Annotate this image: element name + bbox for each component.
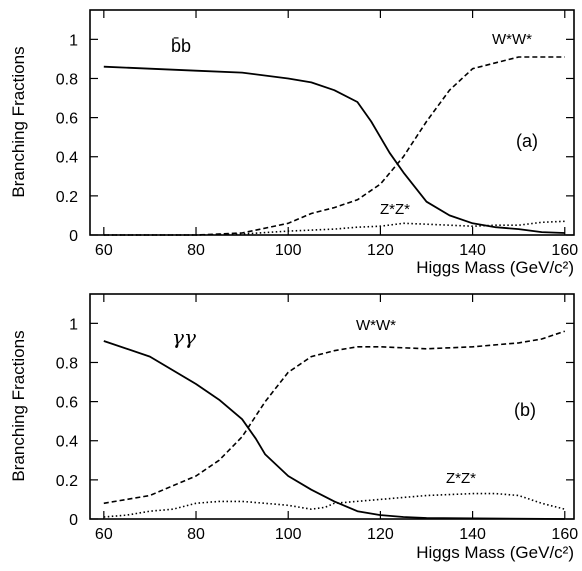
panel-a-series-label-zz: Z*Z* — [380, 201, 410, 218]
panel-a-label: (a) — [516, 131, 538, 151]
y-tick-label: 0.6 — [56, 111, 78, 128]
x-tick-label: 80 — [187, 242, 205, 259]
y-tick-label: 1 — [69, 32, 78, 49]
x-tick-label: 80 — [187, 526, 205, 543]
y-tick-label: 0.4 — [56, 150, 78, 167]
y-tick-label: 0.8 — [56, 71, 78, 88]
y-tick-label: 0 — [69, 228, 78, 245]
panel-a-y-axis-label: Branching Fractions — [9, 46, 28, 197]
panel-b-series-label-gg: γγ — [172, 325, 196, 349]
panel-a-x-axis-label: Higgs Mass (GeV/c²) — [416, 258, 574, 277]
panel-b-series-label-ww: W*W* — [356, 317, 396, 334]
panel-b-y-ticks: 0 0.2 0.4 0.6 0.8 1 — [56, 316, 574, 529]
panel-b-x-axis-label: Higgs Mass (GeV/c²) — [416, 543, 574, 562]
y-tick-label: 0.8 — [56, 355, 78, 372]
panel-b-x-ticks: 60 80 100 120 140 160 — [95, 294, 578, 543]
panel-b: 0 0.2 0.4 0.6 0.8 1 60 80 100 120 140 160 Branchin… — [9, 293, 578, 562]
x-tick-label: 160 — [551, 526, 578, 543]
x-tick-label: 100 — [275, 242, 302, 259]
series-line-dashed — [103, 330, 566, 505]
y-tick-label: 0 — [69, 512, 78, 529]
panel-a-frame — [89, 9, 575, 236]
x-tick-label: 100 — [275, 526, 302, 543]
panel-a-series — [103, 56, 565, 236]
panel-a-series-label-ww: W*W* — [492, 31, 532, 48]
panel-b-frame — [89, 293, 575, 520]
series-line-dotted — [103, 220, 565, 236]
x-tick-label: 120 — [367, 242, 394, 259]
x-tick-label: 60 — [95, 526, 113, 543]
panel-a: 0 0.2 0.4 0.6 0.8 1 60 80 100 120 140 160 Branchin… — [9, 9, 578, 277]
y-tick-label: 0.4 — [56, 434, 78, 451]
y-tick-label: 0.6 — [56, 395, 78, 412]
y-tick-label: 0.2 — [56, 473, 78, 490]
series-line-dotted — [103, 492, 565, 518]
panel-b-label: (b) — [514, 400, 536, 420]
x-tick-label: 160 — [551, 242, 578, 259]
y-tick-label: 0.2 — [56, 189, 78, 206]
panel-a-x-ticks: 60 80 100 120 140 160 — [95, 10, 578, 259]
panel-a-series-label-bb: b̄b — [171, 36, 191, 56]
series-line-solid — [103, 65, 565, 234]
panel-b-series — [103, 330, 566, 520]
x-tick-label: 140 — [459, 242, 486, 259]
x-tick-label: 140 — [459, 526, 486, 543]
x-tick-label: 60 — [95, 242, 113, 259]
y-tick-label: 1 — [69, 316, 78, 333]
panel-b-y-axis-label: Branching Fractions — [9, 330, 28, 481]
series-line-dashed — [103, 56, 565, 236]
x-tick-label: 120 — [367, 526, 394, 543]
series-line-solid — [103, 340, 565, 520]
panel-b-series-label-zz: Z*Z* — [446, 470, 476, 487]
panel-a-y-ticks: 0 0.2 0.4 0.6 0.8 1 — [56, 32, 574, 245]
